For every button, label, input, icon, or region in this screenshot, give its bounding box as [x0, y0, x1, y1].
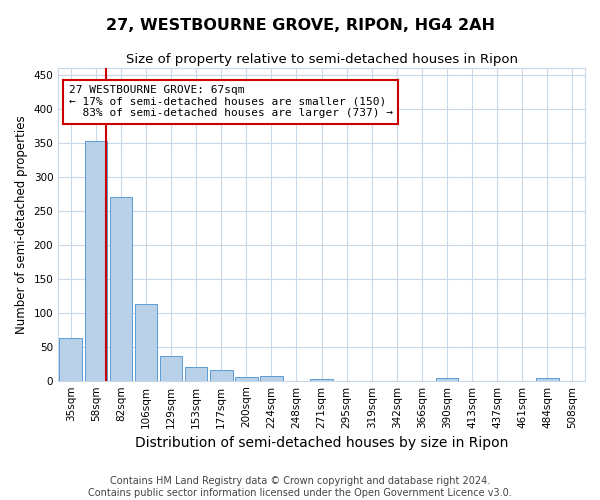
Bar [185, 367, 208, 380]
Bar [235, 378, 257, 380]
Bar [536, 378, 559, 380]
Bar [310, 378, 333, 380]
Text: 27 WESTBOURNE GROVE: 67sqm
← 17% of semi-detached houses are smaller (150)
  83%: 27 WESTBOURNE GROVE: 67sqm ← 17% of semi… [69, 85, 393, 118]
Bar [210, 370, 233, 380]
Text: Contains HM Land Registry data © Crown copyright and database right 2024.
Contai: Contains HM Land Registry data © Crown c… [88, 476, 512, 498]
Title: Size of property relative to semi-detached houses in Ripon: Size of property relative to semi-detach… [125, 52, 518, 66]
Bar [85, 141, 107, 380]
Y-axis label: Number of semi-detached properties: Number of semi-detached properties [15, 115, 28, 334]
Bar [436, 378, 458, 380]
Bar [260, 376, 283, 380]
Bar [110, 197, 132, 380]
Text: 27, WESTBOURNE GROVE, RIPON, HG4 2AH: 27, WESTBOURNE GROVE, RIPON, HG4 2AH [106, 18, 494, 32]
X-axis label: Distribution of semi-detached houses by size in Ripon: Distribution of semi-detached houses by … [135, 436, 508, 450]
Bar [59, 338, 82, 380]
Bar [160, 356, 182, 380]
Bar [134, 304, 157, 380]
